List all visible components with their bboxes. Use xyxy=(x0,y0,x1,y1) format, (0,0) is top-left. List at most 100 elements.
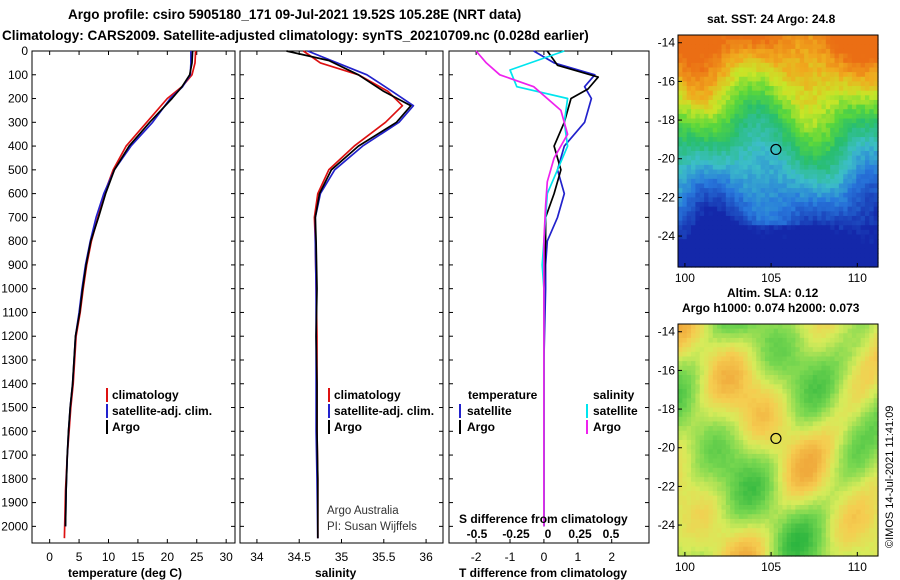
heatmap-cell xyxy=(695,225,701,231)
heatmap-cell xyxy=(691,528,696,534)
heatmap-cell xyxy=(843,463,849,469)
heatmap-cell xyxy=(808,146,814,152)
heatmap-cell xyxy=(821,248,827,254)
heatmap-cell xyxy=(738,486,744,492)
heatmap-cell xyxy=(769,253,775,259)
heatmap-cell xyxy=(838,192,844,198)
heatmap-cell xyxy=(760,197,766,203)
heatmap-cell xyxy=(682,546,688,552)
heatmap-cell xyxy=(799,72,805,78)
salinity-legend: climatology satellite-adj. clim. Argo xyxy=(328,388,434,434)
heatmap-cell xyxy=(712,192,718,198)
heatmap-cell xyxy=(830,337,836,344)
heatmap-cell xyxy=(864,151,870,157)
heatmap-cell xyxy=(721,164,727,171)
heatmap-cell xyxy=(730,53,736,59)
heatmap-cell xyxy=(808,472,814,478)
heatmap-cell xyxy=(821,58,827,64)
heatmap-cell xyxy=(856,393,862,399)
heatmap-cell xyxy=(860,202,866,208)
heatmap-cell xyxy=(782,169,788,175)
heatmap-cell xyxy=(821,365,827,371)
heatmap-cell xyxy=(851,206,857,212)
heatmap-cell xyxy=(682,491,688,497)
heatmap-cell xyxy=(747,421,753,427)
heatmap-cell xyxy=(856,72,862,78)
heatmap-cell xyxy=(721,67,727,73)
heatmap-cell xyxy=(838,351,844,358)
heatmap-cell xyxy=(795,546,801,552)
heatmap-cell xyxy=(773,127,779,134)
heatmap-cell xyxy=(873,384,879,390)
heatmap-cell xyxy=(747,183,753,189)
heatmap-cell xyxy=(686,453,692,460)
heatmap-cell xyxy=(873,551,879,557)
heatmap-cell xyxy=(782,337,788,344)
heatmap-cell xyxy=(712,342,718,348)
heatmap-cell xyxy=(864,257,870,263)
heatmap-cell xyxy=(725,127,731,134)
heatmap-cell xyxy=(856,388,862,395)
heatmap-cell xyxy=(804,206,810,212)
heatmap-cell xyxy=(699,220,705,226)
heatmap-cell xyxy=(786,169,792,175)
heatmap-cell xyxy=(856,528,862,534)
heatmap-cell xyxy=(743,458,749,464)
heatmap-cell xyxy=(869,333,875,339)
heatmap-cell xyxy=(804,407,810,413)
heatmap-cell xyxy=(738,402,744,409)
heatmap-cell xyxy=(791,257,796,263)
sst-map-title: sat. SST: 24 Argo: 24.8 xyxy=(707,12,836,26)
heatmap-cell xyxy=(725,407,731,413)
heatmap-cell xyxy=(843,375,849,381)
heatmap-cell xyxy=(678,361,683,367)
sla-map-panel: Altim. SLA: 0.12 Argo h1000: 0.074 h2000… xyxy=(658,286,879,574)
heatmap-cell xyxy=(725,174,731,180)
heatmap-cell xyxy=(834,95,840,101)
heatmap-cell xyxy=(712,164,718,171)
heatmap-cell xyxy=(838,551,844,557)
heatmap-cell xyxy=(821,504,827,511)
heatmap-cell xyxy=(682,324,688,330)
heatmap-cell xyxy=(830,35,836,41)
heatmap-cell xyxy=(838,81,844,87)
heatmap-cell xyxy=(795,39,801,45)
heatmap-cell xyxy=(847,58,853,64)
heatmap-cell xyxy=(791,197,796,203)
heatmap-cell xyxy=(843,453,849,460)
heatmap-cell xyxy=(747,486,753,492)
heatmap-cell xyxy=(769,337,775,344)
heatmap-cell xyxy=(812,324,818,330)
heatmap-cell xyxy=(704,202,710,208)
heatmap-cell xyxy=(791,146,796,152)
heatmap-cell xyxy=(791,528,796,534)
heatmap-cell xyxy=(778,393,783,399)
heatmap-cell xyxy=(751,347,757,353)
heatmap-cell xyxy=(678,412,683,418)
heatmap-cell xyxy=(721,118,727,124)
heatmap-cell xyxy=(808,463,814,469)
heatmap-cell xyxy=(691,324,696,330)
heatmap-cell xyxy=(704,449,710,455)
heatmap-cell xyxy=(717,197,723,203)
heatmap-cell xyxy=(799,104,805,110)
heatmap-cell xyxy=(799,388,805,395)
heatmap-cell xyxy=(834,375,840,381)
heatmap-cell xyxy=(851,500,857,506)
heatmap-cell xyxy=(738,257,744,263)
heatmap-cell xyxy=(834,481,840,487)
heatmap-cell xyxy=(799,342,805,348)
heatmap-cell xyxy=(791,421,796,427)
heatmap-cell xyxy=(856,90,862,96)
legend-label-satellite: satellite-adj. clim. xyxy=(112,404,212,418)
heatmap-cell xyxy=(756,328,762,334)
heatmap-cell xyxy=(799,239,805,245)
heatmap-cell xyxy=(725,164,731,171)
heatmap-cell xyxy=(799,384,805,390)
heatmap-cell xyxy=(682,183,688,189)
heatmap-cell xyxy=(769,407,775,413)
heatmap-cell xyxy=(834,449,840,455)
heatmap-cell xyxy=(678,509,683,515)
heatmap-cell xyxy=(812,393,818,399)
heatmap-cell xyxy=(808,164,814,171)
